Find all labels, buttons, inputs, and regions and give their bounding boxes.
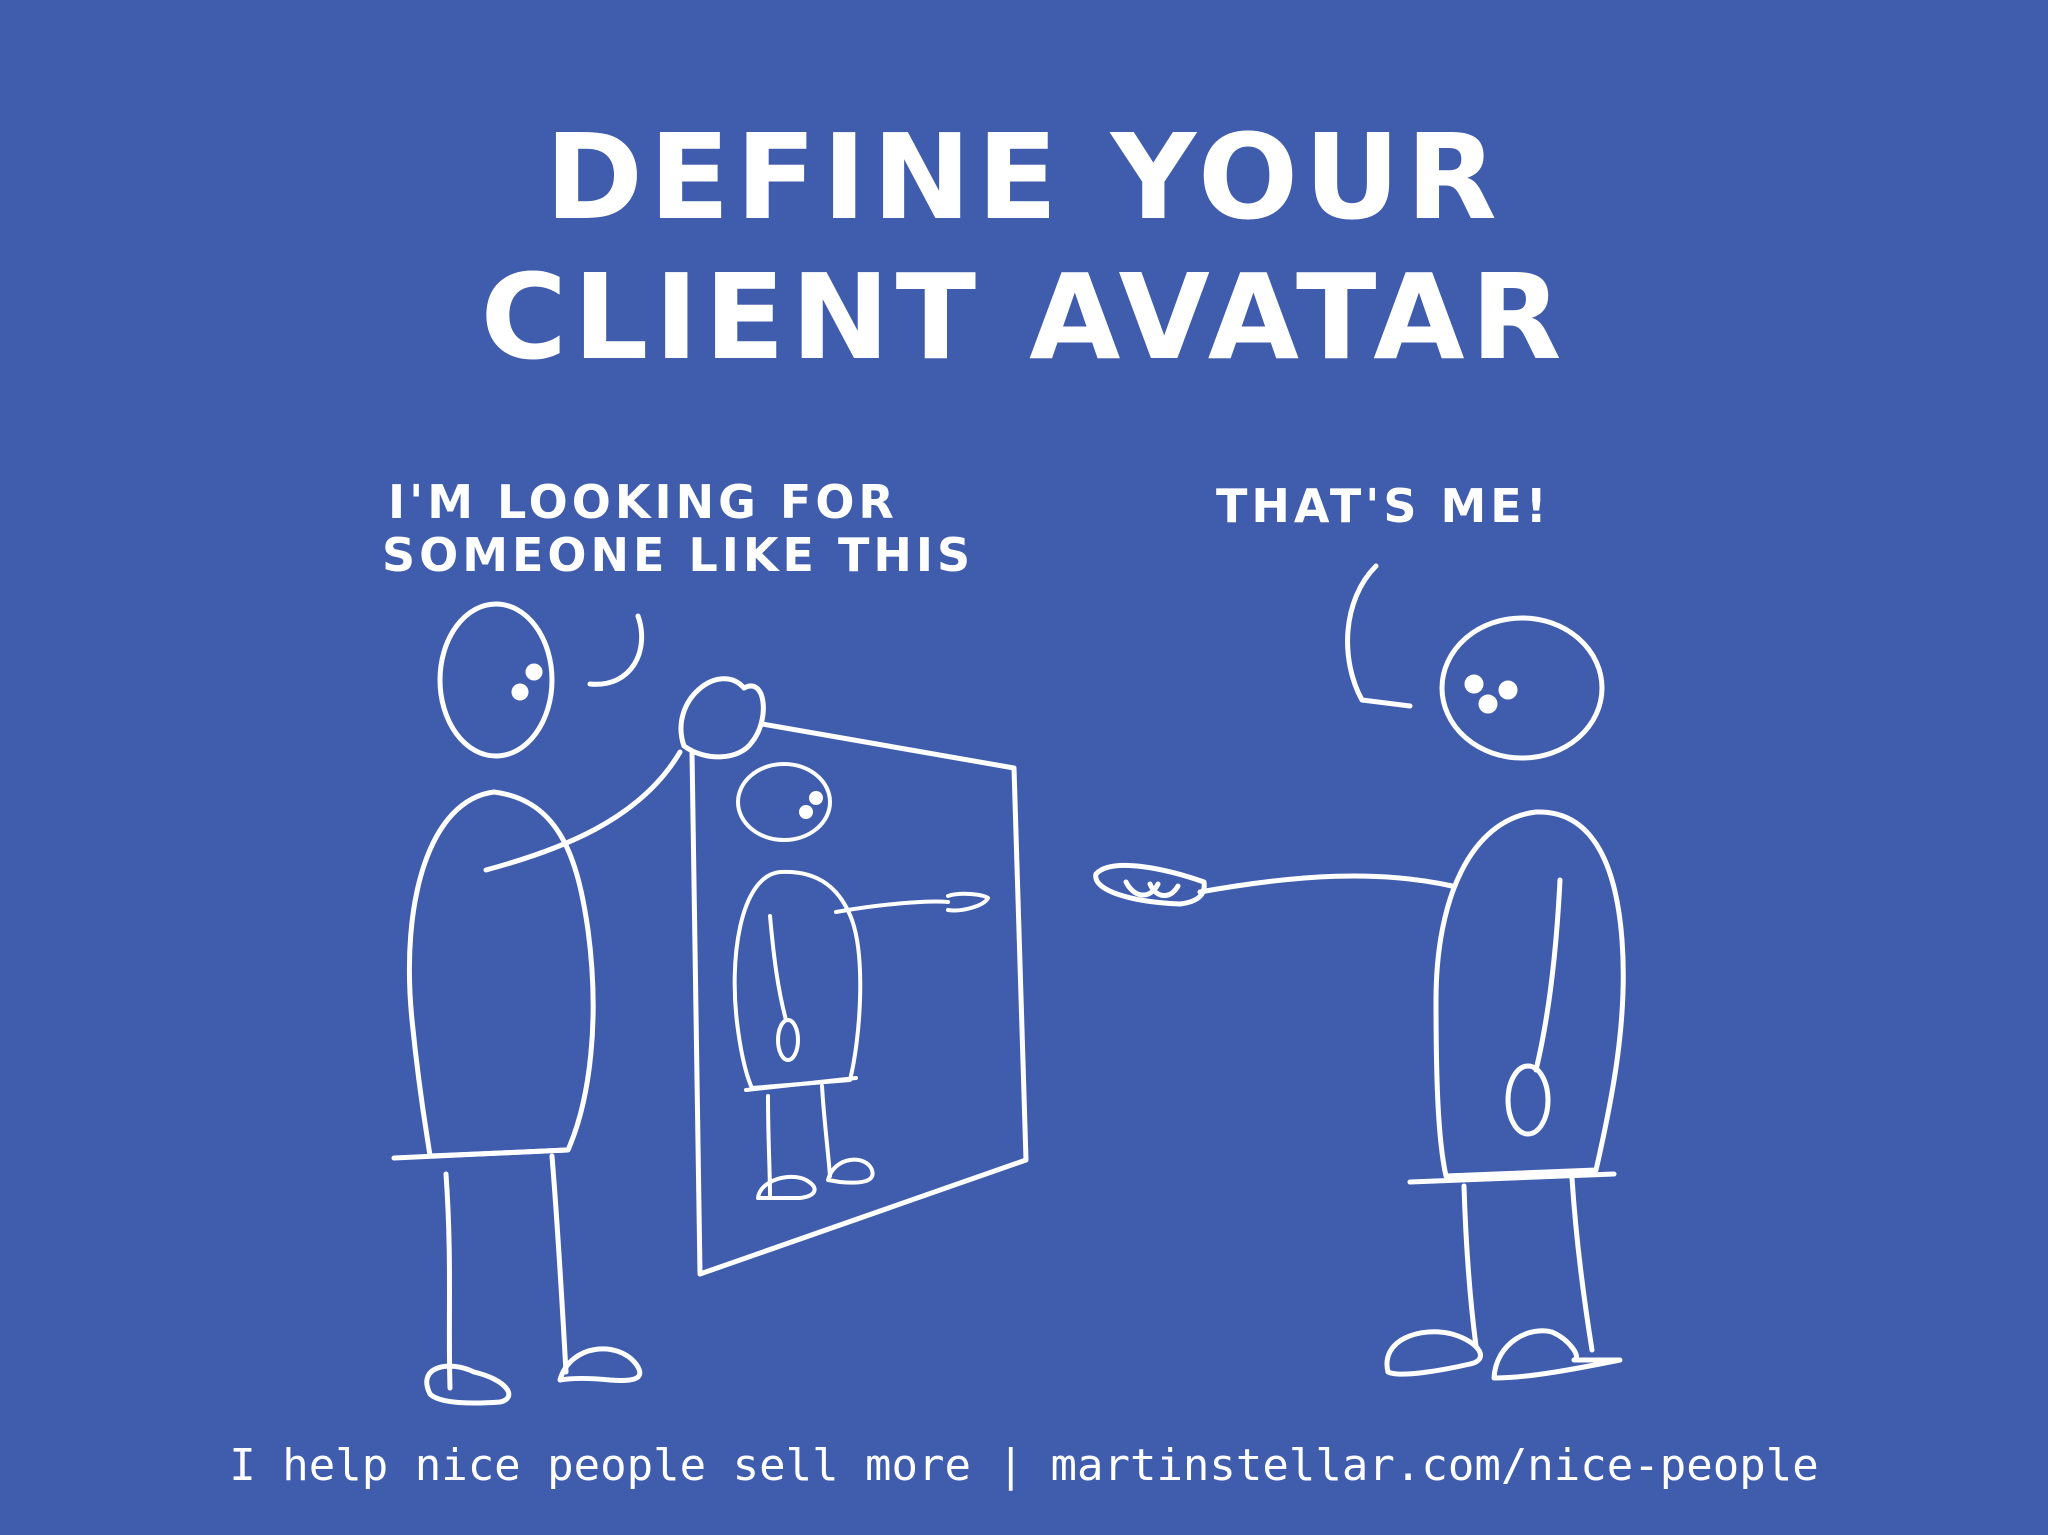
left-figure-leg (549, 1153, 569, 1375)
title-line-1: DEFINE YOUR (545, 108, 1503, 246)
right-figure-arm (1197, 873, 1455, 895)
speech-left-line-1: I'M LOOKING FOR (388, 475, 898, 529)
reflection-waist (744, 1076, 858, 1092)
reflection-foot (826, 1157, 875, 1185)
reflection-leg (766, 1094, 772, 1198)
reflection-body (732, 869, 863, 1090)
left-figure-waist (391, 1147, 569, 1161)
right-figure-inner-arm (1533, 877, 1563, 1073)
reflection-hand-down (776, 1018, 800, 1062)
right-speech-tick (1345, 563, 1413, 709)
right-figure-hand-down (1505, 1063, 1551, 1137)
left-speech-tick (587, 613, 645, 687)
reflection-arm (834, 899, 950, 914)
mirror-frame (689, 721, 1029, 1277)
title-line-2: CLIENT AVATAR (480, 248, 1568, 386)
reflection-inner-arm (768, 914, 788, 1022)
right-figure-eye (1478, 694, 1498, 714)
right-figure-body (1433, 809, 1626, 1179)
footer-tagline: I help nice people sell more | martinste… (229, 1440, 1819, 1491)
right-figure-waist (1407, 1171, 1617, 1185)
left-figure-arm (483, 749, 683, 873)
speech-left: I'M LOOKING FOR SOMEONE LIKE THIS (382, 475, 974, 582)
right-figure-foot (1384, 1329, 1483, 1377)
speech-left-line-2: SOMEONE LIKE THIS (382, 527, 975, 582)
right-figure-eye (1464, 674, 1484, 694)
left-figure-head (437, 601, 555, 759)
right-figure-finger (1147, 881, 1181, 898)
left-figure-eye (525, 663, 543, 681)
right-figure-foot (1491, 1328, 1623, 1381)
right-figure (1093, 563, 1626, 1381)
left-figure (391, 601, 766, 1406)
left-figure-body (406, 789, 596, 1159)
reflection-eye (799, 805, 813, 819)
reflection-leg (820, 1084, 832, 1178)
speech-right: THAT'S ME! (1216, 479, 1551, 533)
mirror-reflection (732, 762, 990, 1200)
right-figure-eye (1498, 680, 1518, 700)
left-figure-hand (678, 676, 766, 760)
left-figure-foot (557, 1346, 643, 1383)
reflection-eye (809, 791, 823, 805)
reflection-head (736, 762, 832, 842)
reflection-foot (756, 1174, 817, 1200)
right-figure-hand (1093, 862, 1207, 907)
right-figure-finger (1123, 879, 1161, 898)
left-figure-eye (511, 683, 529, 701)
left-figure-foot (424, 1363, 512, 1406)
right-figure-leg (1461, 1183, 1479, 1349)
right-figure-leg (1569, 1175, 1595, 1353)
mirror (689, 721, 1029, 1277)
reflection-hand (946, 891, 990, 913)
left-figure-leg (443, 1171, 453, 1391)
right-figure-head (1439, 615, 1605, 761)
